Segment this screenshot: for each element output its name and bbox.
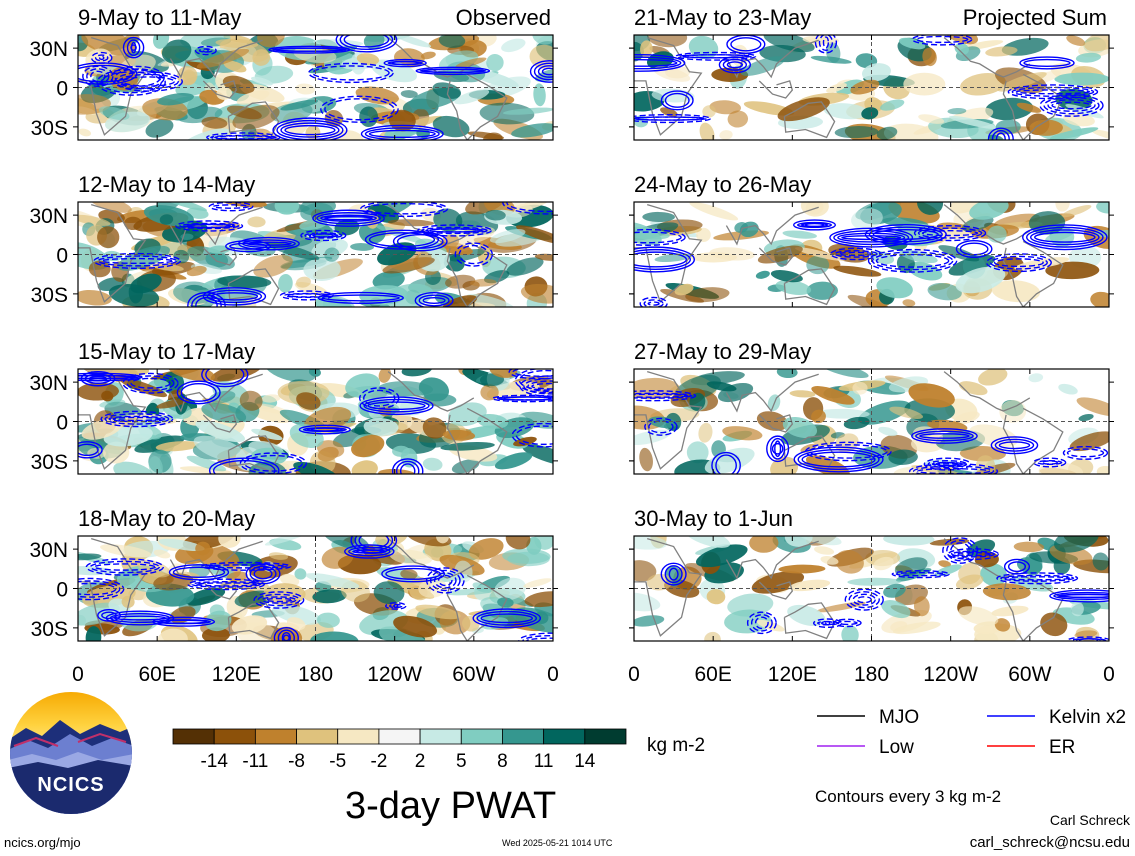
- map-panel: 27-May to 29-May: [629, 339, 1114, 475]
- y-tick-label: 30N: [29, 372, 68, 395]
- y-tick-label: 0: [56, 78, 68, 101]
- map-panel: 18-May to 20-May 30N 0 30S: [29, 506, 558, 642]
- colorbar-swatch: [378, 728, 421, 745]
- figure-title: 3-day PWAT: [345, 785, 557, 827]
- colorbar-swatch: [296, 728, 339, 745]
- map-panel: 24-May to 26-May: [629, 172, 1114, 308]
- map-panel: 30-May to 1-Jun: [629, 506, 1114, 642]
- x-tick-label: 60W: [1008, 663, 1051, 686]
- x-tick-label: 60E: [694, 663, 731, 686]
- colorbar-swatch: [254, 728, 297, 745]
- column-header: Observed: [456, 5, 551, 30]
- colorbar-tick-label: 11: [534, 751, 554, 772]
- x-tick-label: 120E: [212, 663, 261, 686]
- column-header: Projected Sum: [963, 5, 1107, 30]
- x-tick-label: 120W: [923, 663, 978, 686]
- y-tick-label: 30S: [31, 284, 68, 307]
- colorbar-tick-label: -11: [242, 751, 268, 772]
- panel-title: 21-May to 23-May: [634, 5, 811, 30]
- y-tick-label: 30S: [31, 117, 68, 140]
- legend-label: Kelvin x2: [1049, 707, 1126, 728]
- panel-title: 9-May to 11-May: [78, 5, 241, 30]
- y-tick-label: 0: [56, 412, 68, 435]
- panel-title: 15-May to 17-May: [78, 339, 255, 364]
- colorbar-tick-label: -2: [370, 751, 387, 772]
- x-tick-label: 180: [298, 663, 333, 686]
- legend-label: MJO: [879, 707, 919, 728]
- site-link[interactable]: ncics.org/mjo: [4, 835, 81, 850]
- y-tick-label: 0: [56, 579, 68, 602]
- colorbar-swatch: [543, 728, 586, 745]
- colorbar: -14 -11 -8 -5 -2 2 5 8 11 14: [172, 728, 627, 772]
- x-tick-label: 0: [547, 663, 559, 686]
- logo-text: NCICS: [37, 774, 104, 796]
- panel-title: 12-May to 14-May: [78, 172, 255, 197]
- x-tick-label: 0: [628, 663, 640, 686]
- colorbar-swatch: [419, 728, 462, 745]
- colorbar-swatch: [460, 728, 503, 745]
- panel-title: 18-May to 20-May: [78, 506, 255, 531]
- x-tick-label: 0: [72, 663, 84, 686]
- timestamp: Wed 2025-05-21 1014 UTC: [502, 838, 613, 848]
- map-panel: 21-May to 23-May: [629, 5, 1114, 141]
- legend-label: Low: [879, 737, 914, 758]
- x-tick-label: 0: [1103, 663, 1115, 686]
- colorbar-unit: kg m-2: [647, 735, 706, 756]
- colorbar-tick-label: 5: [456, 751, 467, 772]
- y-tick-label: 30S: [31, 618, 68, 641]
- author-name: Carl Schreck: [1049, 812, 1130, 828]
- colorbar-tick-label: 2: [415, 751, 426, 772]
- map-panel: 9-May to 11-May 30N 0 30S: [29, 5, 558, 141]
- colorbar-swatch: [213, 728, 256, 745]
- y-tick-label: 30N: [29, 539, 68, 562]
- y-tick-label: 30N: [29, 205, 68, 228]
- colorbar-swatch: [584, 728, 627, 745]
- map-panel: 15-May to 17-May 30N 0 30S: [29, 339, 558, 475]
- colorbar-swatch: [172, 728, 215, 745]
- map-panel: 12-May to 14-May 30N 0 30S: [29, 172, 558, 308]
- colorbar-tick-label: -5: [329, 751, 346, 772]
- x-tick-label: 120W: [367, 663, 422, 686]
- y-tick-label: 30N: [29, 38, 68, 61]
- x-tick-label: 60E: [138, 663, 175, 686]
- colorbar-tick-label: -8: [288, 751, 305, 772]
- x-tick-label: 120E: [768, 663, 817, 686]
- legend-label: ER: [1049, 737, 1075, 758]
- y-tick-label: 30S: [31, 451, 68, 474]
- colorbar-swatch: [337, 728, 380, 745]
- colorbar-tick-label: 14: [574, 751, 596, 772]
- x-tick-label: 60W: [452, 663, 495, 686]
- colorbar-tick-label: -14: [200, 751, 228, 772]
- panel-title: 27-May to 29-May: [634, 339, 811, 364]
- x-tick-label: 180: [854, 663, 889, 686]
- y-tick-label: 0: [56, 245, 68, 268]
- colorbar-tick-label: 8: [497, 751, 508, 772]
- legend: MJO Kelvin x2 Low ER: [817, 707, 1126, 758]
- colorbar-swatch: [502, 728, 545, 745]
- contour-note: Contours every 3 kg m-2: [815, 787, 1002, 806]
- panel-title: 30-May to 1-Jun: [634, 506, 793, 531]
- author-email: carl_schreck@ncsu.edu: [969, 834, 1130, 851]
- panel-title: 24-May to 26-May: [634, 172, 811, 197]
- ncics-logo: NCICS: [10, 692, 132, 814]
